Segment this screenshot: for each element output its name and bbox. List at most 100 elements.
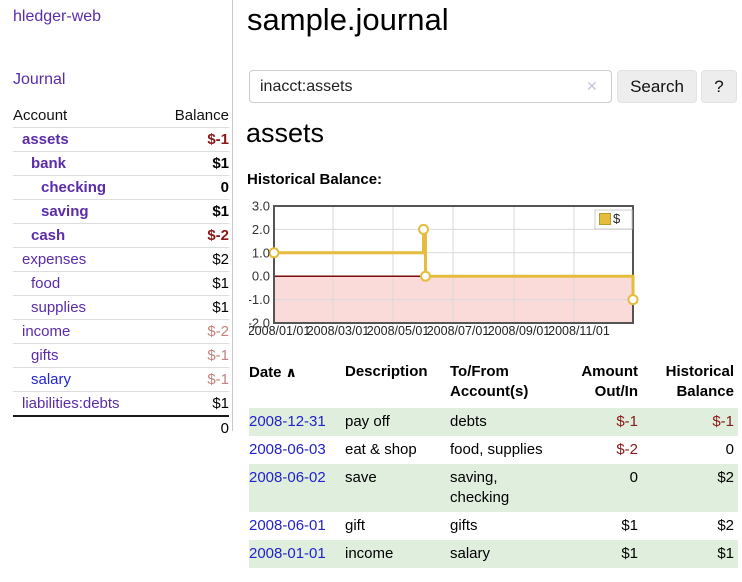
sidebar-account-link[interactable]: liabilities:debts — [22, 395, 120, 412]
transaction-date-link[interactable]: 2008-01-01 — [249, 545, 326, 562]
data-point-marker — [418, 223, 430, 235]
register-row: 2008-12-31 pay off debts $-1 $-1 — [249, 408, 738, 436]
x-tick-label: 2008/09/01 — [488, 324, 551, 338]
accounts-total: 0 — [13, 415, 229, 440]
account-row: checking 0 — [13, 175, 229, 199]
register-column-header: Amount Out/In — [581, 363, 638, 400]
x-tick-label: 2008/05/01 — [367, 324, 430, 338]
sidebar-account-link[interactable]: bank — [31, 155, 67, 172]
help-button[interactable]: ? — [701, 70, 737, 103]
sidebar-account-link[interactable]: assets — [22, 131, 69, 148]
app-title-link[interactable]: hledger-web — [13, 8, 102, 25]
register-column-header: Description — [345, 363, 428, 380]
cell-description: eat & shop — [345, 441, 417, 458]
sidebar-item-journal[interactable]: Journal — [13, 71, 66, 88]
sidebar-account-link[interactable]: food — [31, 275, 61, 292]
cell-description: gift — [345, 517, 366, 534]
register-header-row: Date ∧ Description To/From Account(s) Amount O… — [249, 360, 738, 408]
cell-date: 2008-06-01 — [249, 512, 345, 540]
data-point-marker — [627, 294, 639, 306]
register-column-header: To/From Account(s) — [450, 363, 529, 400]
sidebar-account-link[interactable]: expenses — [22, 251, 87, 268]
search-input[interactable] — [249, 70, 612, 103]
sidebar: hledger-web Journal Account Balance asse… — [0, 0, 233, 437]
cell-balance: $2 — [717, 469, 734, 486]
cell-accounts: food, supplies — [450, 441, 543, 458]
y-tick-label: 2.0 — [252, 222, 270, 237]
account-row: expenses $2 — [13, 247, 229, 271]
sidebar-account-link[interactable]: income — [22, 323, 71, 340]
cell-balance: $2 — [717, 517, 734, 534]
register-row: 2008-06-02 save saving, checking 0 $2 — [249, 464, 738, 512]
accounts-header-balance: Balance — [174, 106, 229, 124]
cell-amount: $-2 — [616, 441, 638, 458]
account-balance: 0 — [220, 179, 229, 196]
account-balance: $1 — [212, 155, 229, 172]
cell-balance: $1 — [717, 545, 734, 562]
y-tick-label: -2.0 — [249, 316, 270, 331]
transaction-date-link[interactable]: 2008-12-31 — [249, 413, 326, 430]
transaction-date-link[interactable]: 2008-06-02 — [249, 469, 326, 486]
account-heading: assets — [246, 118, 325, 148]
sidebar-account-link[interactable]: gifts — [31, 347, 59, 364]
sidebar-account-link[interactable]: salary — [31, 371, 72, 388]
x-tick-label: 2008/01/01 — [249, 324, 310, 338]
clear-search-icon[interactable]: ✕ — [586, 78, 598, 94]
cell-amount: $-1 — [616, 413, 638, 430]
y-tick-label: -1.0 — [249, 292, 270, 307]
register-column-header[interactable]: Date ∧ — [249, 364, 297, 381]
account-balance: $2 — [212, 251, 229, 268]
account-row: salary $-1 — [13, 367, 229, 391]
historical-balance-chart: $3.0 2.0 1.0 0.0 -1.0 -2.02008/01/012008/03/0… — [249, 200, 639, 338]
cell-accounts: debts — [450, 413, 487, 430]
account-balance: $-1 — [207, 347, 229, 364]
register-column-header: Historical Balance — [665, 363, 734, 400]
search-form: ✕ Search ? — [249, 70, 742, 103]
legend-label: $ — [613, 211, 621, 226]
cell-accounts: salary — [450, 545, 491, 562]
sidebar-account-link[interactable]: checking — [41, 179, 107, 196]
transaction-date-link[interactable]: 2008-06-03 — [249, 441, 326, 458]
sidebar-account-link[interactable]: cash — [31, 227, 66, 244]
transaction-date-link[interactable]: 2008-06-01 — [249, 517, 326, 534]
sidebar-account-link[interactable]: supplies — [31, 299, 87, 316]
account-row: assets $-1 — [13, 128, 229, 151]
register-row: 2008-06-01 gift gifts $1 $2 — [249, 512, 738, 540]
cell-description: pay off — [345, 413, 390, 430]
account-row: liabilities:debts $1 — [13, 391, 229, 415]
register-table: Date ∧ Description To/From Account(s) Amount O… — [249, 360, 738, 568]
sort-asc-icon: ∧ — [285, 364, 297, 380]
cell-amount: $1 — [621, 517, 638, 534]
data-point-marker — [268, 247, 280, 259]
accounts-tree: Account Balance assets $-1 bank $1 checking 0… — [13, 103, 229, 440]
account-balance: $1 — [212, 203, 229, 220]
accounts-header: Account Balance — [13, 103, 229, 128]
register-row: 2008-06-03 eat & shop food, supplies $-2 0 — [249, 436, 738, 464]
cell-date: 2008-06-02 — [249, 464, 345, 512]
search-button[interactable]: Search — [617, 70, 697, 103]
cell-date: 2008-12-31 — [249, 408, 345, 436]
chart-title: Historical Balance: — [247, 171, 383, 188]
cell-accounts: saving, checking — [450, 469, 510, 506]
account-row: supplies $1 — [13, 295, 229, 319]
cell-accounts: gifts — [450, 517, 478, 534]
x-tick-label: 2008/03/01 — [307, 324, 370, 338]
account-row: bank $1 — [13, 151, 229, 175]
y-tick-label: 1.0 — [252, 245, 270, 260]
data-point-marker — [419, 270, 431, 282]
cell-balance: 0 — [725, 441, 734, 458]
account-row: food $1 — [13, 271, 229, 295]
x-tick-label: 2008/11/01 — [548, 324, 610, 338]
plot-border — [273, 205, 634, 324]
accounts-rows: assets $-1 bank $1 checking 0 saving $1 cash $-2 e… — [13, 128, 229, 415]
cell-description: save — [345, 469, 377, 486]
y-tick-label: 3.0 — [252, 200, 270, 214]
accounts-header-account: Account — [13, 106, 68, 124]
cell-date: 2008-06-03 — [249, 436, 345, 464]
x-tick-label: 2008/07/01 — [427, 324, 490, 338]
cell-amount: 0 — [629, 469, 638, 486]
sidebar-account-link[interactable]: saving — [41, 203, 89, 220]
account-balance: $-1 — [207, 131, 229, 148]
register-row: 2008-01-01 income salary $1 $1 — [249, 540, 738, 568]
